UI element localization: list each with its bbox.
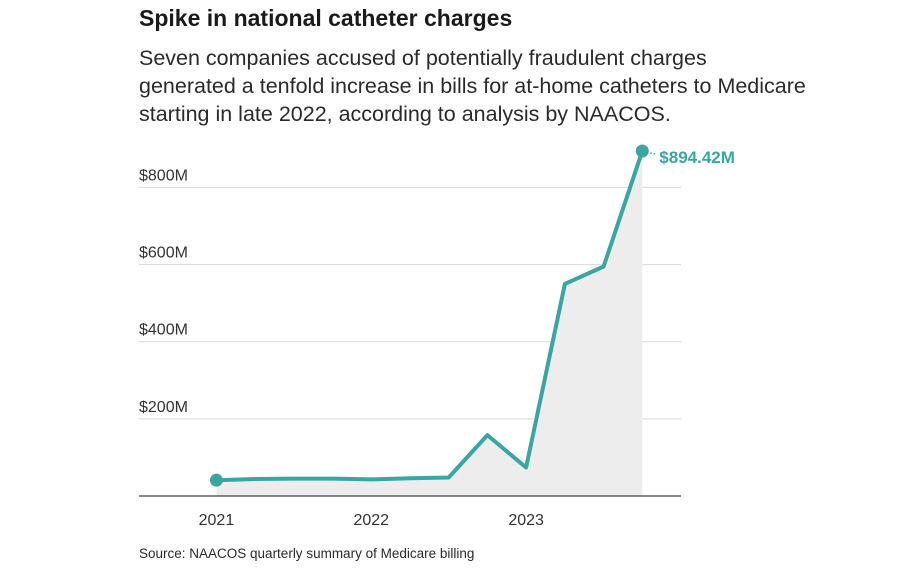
annotation-label: $894.42M <box>659 148 735 167</box>
annotations: $894.42M <box>650 148 735 167</box>
x-tick-label: 2023 <box>508 512 544 529</box>
source-note: Source: NAACOS quarterly summary of Medi… <box>139 546 475 561</box>
y-tick-labels: $200M $400M $600M $800M <box>139 167 188 415</box>
x-tick-label: 2022 <box>353 512 389 529</box>
chart-subtitle: Seven companies accused of potentially f… <box>139 46 806 126</box>
y-tick-label: $200M <box>139 399 188 416</box>
start-point-marker <box>209 473 223 487</box>
x-tick-labels: 2021 2022 2023 <box>199 512 544 529</box>
y-tick-label: $400M <box>139 322 188 339</box>
series-line <box>214 149 645 483</box>
area-fill <box>216 151 643 496</box>
end-point-marker <box>635 144 649 158</box>
chart-title: Spike in national catheter charges <box>139 5 513 31</box>
y-tick-label: $800M <box>139 167 188 184</box>
y-tick-label: $600M <box>139 245 188 262</box>
markers <box>209 144 649 487</box>
annotation-leader <box>650 152 657 155</box>
x-tick-label: 2021 <box>199 512 235 529</box>
